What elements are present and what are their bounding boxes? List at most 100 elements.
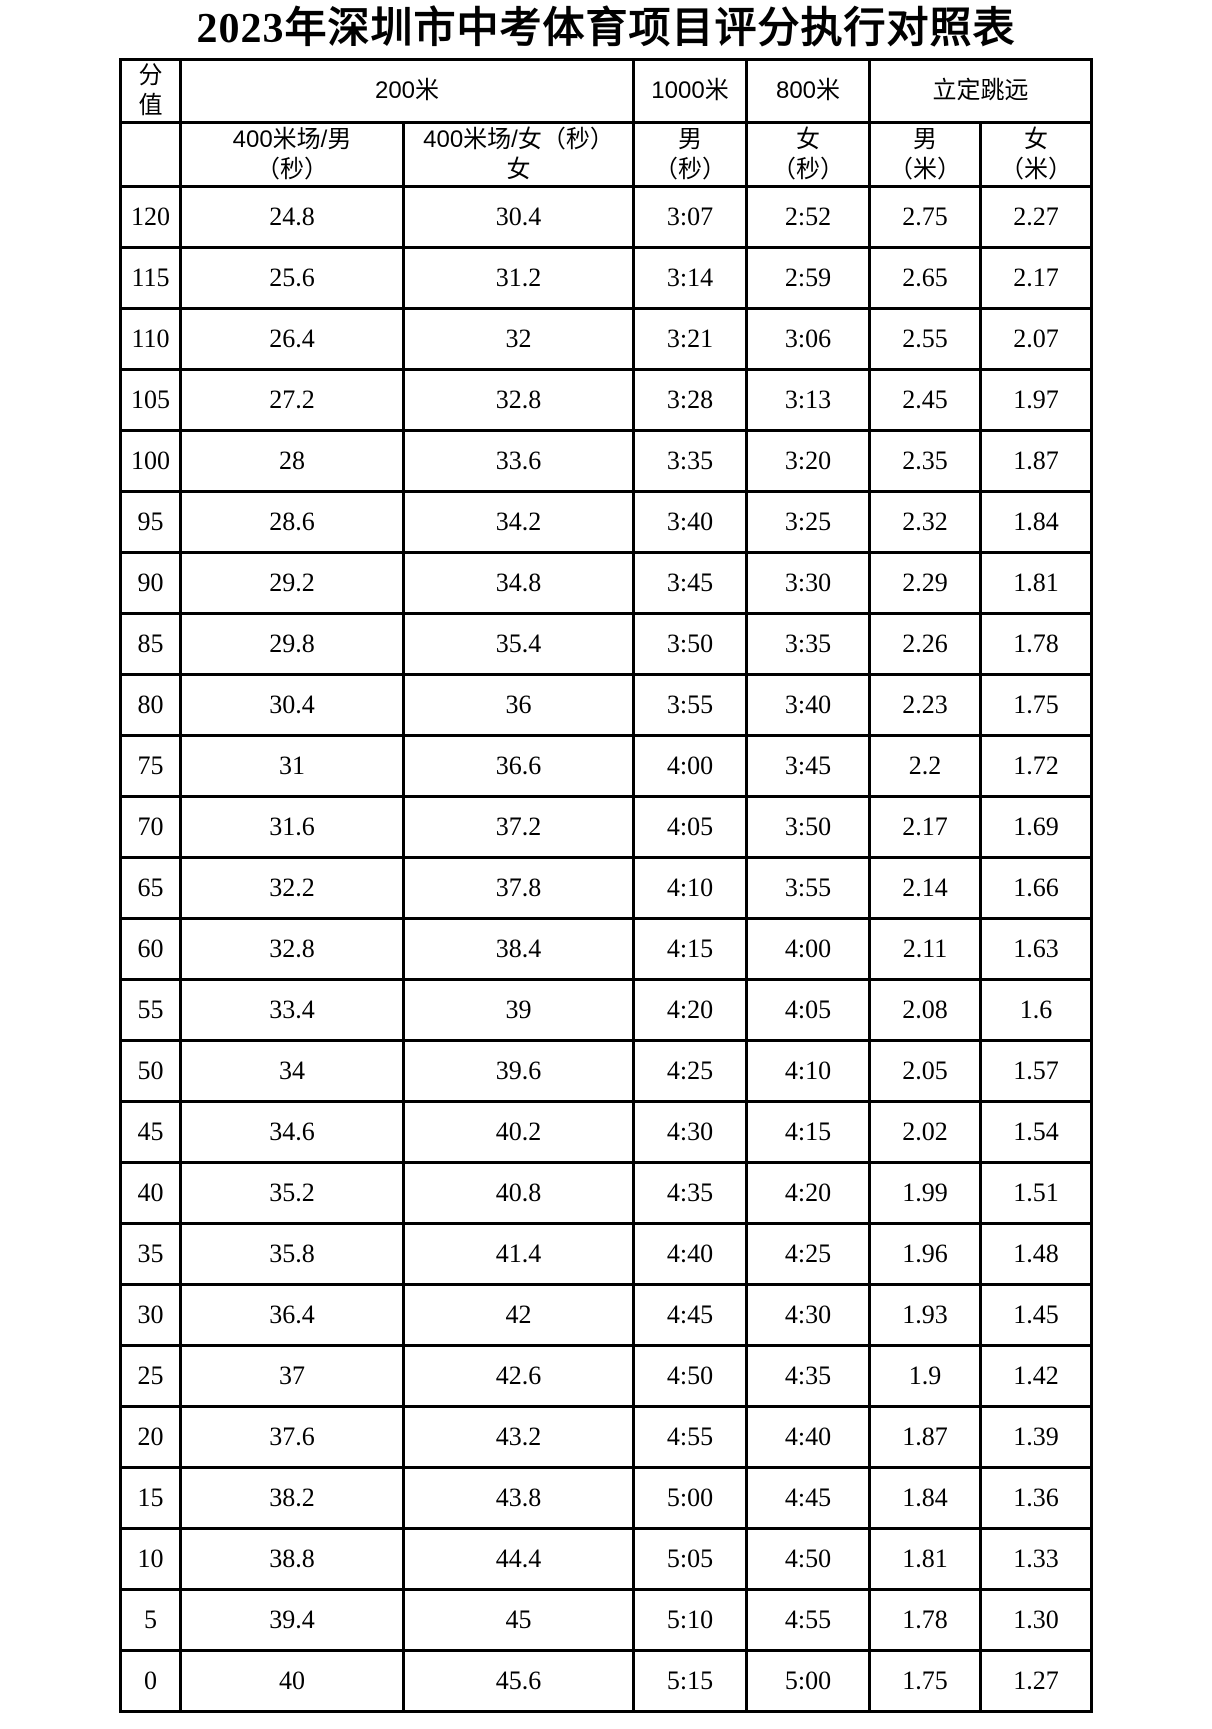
table-cell: 1.69 [979, 795, 1093, 860]
score-cell: 0 [118, 1649, 182, 1714]
score-cell: 15 [118, 1466, 182, 1531]
table-row: 5 39.4 45 5:10 4:55 1.78 1.30 [118, 1588, 1093, 1653]
table-cell: 4:15 [632, 917, 748, 982]
table-cell: 42 [401, 1283, 636, 1348]
table-cell: 2.07 [979, 307, 1093, 372]
table-cell: 4:50 [745, 1527, 871, 1592]
table-cell: 4:35 [745, 1344, 871, 1409]
table-cell: 1.96 [868, 1222, 982, 1287]
table-cell: 1.6 [979, 978, 1093, 1043]
score-cell: 115 [118, 246, 182, 311]
table-cell: 4:50 [632, 1344, 748, 1409]
table-cell: 1.84 [979, 490, 1093, 555]
table-cell: 3:55 [632, 673, 748, 738]
table-cell: 3:25 [745, 490, 871, 555]
table-cell: 4:05 [745, 978, 871, 1043]
table-row: 25 37 42.6 4:50 4:35 1.9 1.42 [118, 1344, 1093, 1409]
table-cell: 3:06 [745, 307, 871, 372]
score-cell: 35 [118, 1222, 182, 1287]
table-cell: 29.8 [178, 612, 405, 677]
header-200m: 200米 [178, 58, 636, 125]
table-cell: 4:40 [632, 1222, 748, 1287]
table-cell: 1.63 [979, 917, 1093, 982]
table-cell: 4:00 [632, 734, 748, 799]
table-cell: 28 [178, 429, 405, 494]
score-cell: 60 [118, 917, 182, 982]
table-cell: 32.2 [178, 856, 405, 921]
header-row-subcolumns: 400米场/男 （秒） 400米场/女（秒） 女 男 （秒） 女 （秒） 男 （… [118, 121, 1093, 189]
table-cell: 28.6 [178, 490, 405, 555]
table-row: 70 31.6 37.2 4:05 3:50 2.17 1.69 [118, 795, 1093, 860]
table-row: 85 29.8 35.4 3:50 3:35 2.26 1.78 [118, 612, 1093, 677]
table-cell: 1.27 [979, 1649, 1093, 1714]
table-row: 0 40 45.6 5:15 5:00 1.75 1.27 [118, 1649, 1093, 1714]
score-cell: 5 [118, 1588, 182, 1653]
table-row: 95 28.6 34.2 3:40 3:25 2.32 1.84 [118, 490, 1093, 555]
table-cell: 44.4 [401, 1527, 636, 1592]
table-cell: 34.8 [401, 551, 636, 616]
score-cell: 40 [118, 1161, 182, 1226]
table-cell: 1.9 [868, 1344, 982, 1409]
table-cell: 32 [401, 307, 636, 372]
table-cell: 1.81 [868, 1527, 982, 1592]
score-cell: 85 [118, 612, 182, 677]
table-cell: 2.02 [868, 1100, 982, 1165]
table-cell: 2.23 [868, 673, 982, 738]
table-cell: 5:15 [632, 1649, 748, 1714]
table-cell: 45 [401, 1588, 636, 1653]
table-cell: 3:13 [745, 368, 871, 433]
score-cell: 100 [118, 429, 182, 494]
table-row: 65 32.2 37.8 4:10 3:55 2.14 1.66 [118, 856, 1093, 921]
table-row: 120 24.8 30.4 3:07 2:52 2.75 2.27 [118, 185, 1093, 250]
table-cell: 34.2 [401, 490, 636, 555]
table-cell: 1.75 [979, 673, 1093, 738]
score-cell: 110 [118, 307, 182, 372]
table-cell: 1.87 [868, 1405, 982, 1470]
table-cell: 3:35 [745, 612, 871, 677]
table-cell: 37.6 [178, 1405, 405, 1470]
header-score: 分 值 [118, 58, 182, 125]
page-title: 2023年深圳市中考体育项目评分执行对照表 [196, 6, 1016, 52]
table-cell: 38.8 [178, 1527, 405, 1592]
table-cell: 2.29 [868, 551, 982, 616]
table-cell: 3:28 [632, 368, 748, 433]
table-cell: 32.8 [401, 368, 636, 433]
table-cell: 36 [401, 673, 636, 738]
table-cell: 35.8 [178, 1222, 405, 1287]
table-cell: 3:40 [745, 673, 871, 738]
table-cell: 4:25 [632, 1039, 748, 1104]
table-cell: 27.2 [178, 368, 405, 433]
table-cell: 4:20 [632, 978, 748, 1043]
table-cell: 1.75 [868, 1649, 982, 1714]
table-cell: 34.6 [178, 1100, 405, 1165]
table-cell: 3:30 [745, 551, 871, 616]
score-cell: 75 [118, 734, 182, 799]
table-cell: 4:10 [745, 1039, 871, 1104]
table-cell: 2.55 [868, 307, 982, 372]
table-cell: 4:10 [632, 856, 748, 921]
table-row: 20 37.6 43.2 4:55 4:40 1.87 1.39 [118, 1405, 1093, 1470]
table-cell: 3:35 [632, 429, 748, 494]
table-cell: 2.05 [868, 1039, 982, 1104]
table-cell: 2.32 [868, 490, 982, 555]
table-cell: 30.4 [178, 673, 405, 738]
header-standing-jump: 立定跳远 [868, 58, 1093, 125]
table-cell: 1.84 [868, 1466, 982, 1531]
table-row: 100 28 33.6 3:35 3:20 2.35 1.87 [118, 429, 1093, 494]
table-cell: 4:40 [745, 1405, 871, 1470]
table-cell: 36.4 [178, 1283, 405, 1348]
table-cell: 1.78 [979, 612, 1093, 677]
table-cell: 2.26 [868, 612, 982, 677]
table-cell: 2.17 [979, 246, 1093, 311]
table-row: 110 26.4 32 3:21 3:06 2.55 2.07 [118, 307, 1093, 372]
score-cell: 80 [118, 673, 182, 738]
table-cell: 4:35 [632, 1161, 748, 1226]
table-row: 10 38.8 44.4 5:05 4:50 1.81 1.33 [118, 1527, 1093, 1592]
table-cell: 4:15 [745, 1100, 871, 1165]
table-cell: 30.4 [401, 185, 636, 250]
table-cell: 24.8 [178, 185, 405, 250]
table-cell: 31.6 [178, 795, 405, 860]
score-cell: 70 [118, 795, 182, 860]
table-cell: 3:07 [632, 185, 748, 250]
